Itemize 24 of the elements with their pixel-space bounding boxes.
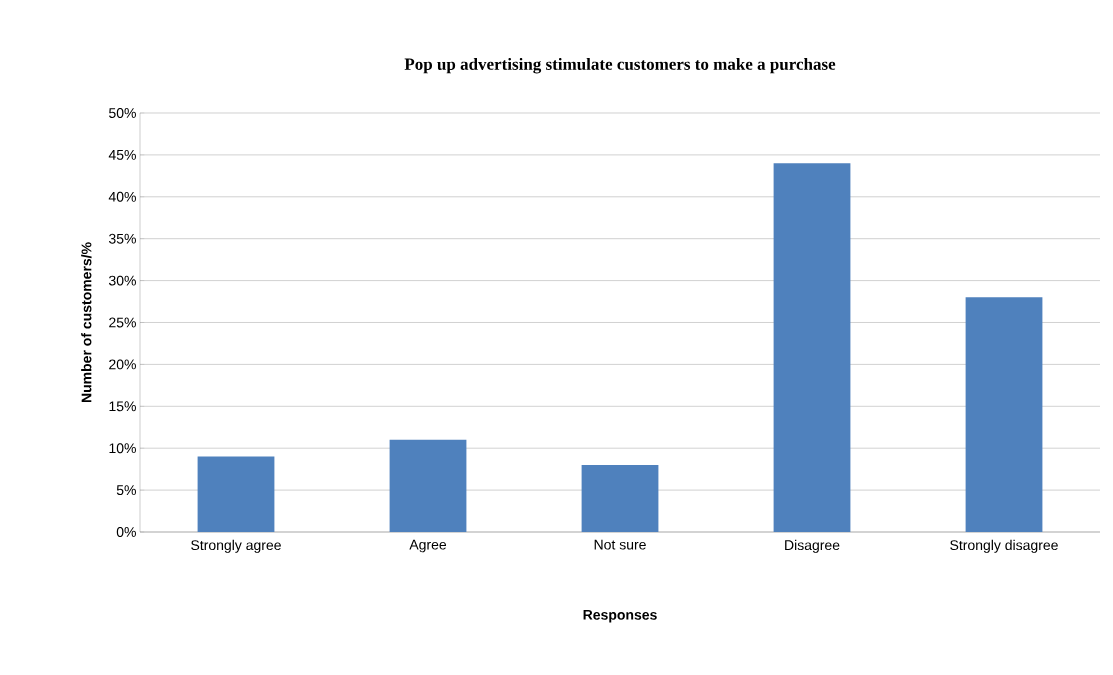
bar [197, 456, 275, 532]
y-axis-title: Number of customers/% [81, 242, 92, 403]
x-tick-label: Strongly agree [191, 539, 281, 553]
x-axis-title: Responses [583, 609, 657, 623]
x-tick-label: Agree [409, 539, 447, 553]
y-tick-label: 45% [108, 149, 136, 160]
y-tick-label: 20% [109, 359, 136, 370]
x-tick-label: Strongly disagree [950, 539, 1058, 553]
y-tick-label: 30% [108, 275, 136, 286]
bar [773, 163, 851, 532]
y-tick-label: 15% [109, 401, 136, 412]
bar [965, 297, 1043, 532]
y-tick-label: 25% [109, 317, 136, 328]
y-tick-label: 50% [109, 108, 136, 118]
x-tick-label: Disagree [785, 539, 840, 553]
y-tick-label: 10% [109, 443, 136, 454]
y-tick-label: 35% [108, 233, 136, 244]
y-tick-label: 5% [116, 485, 136, 496]
chart-title: Pop up advertising stimulate customers to make a purchase [404, 57, 836, 74]
bar [389, 439, 467, 532]
x-tick-label: Not sure [594, 539, 646, 550]
y-tick-label: 0% [116, 527, 136, 537]
y-tick-label: 40% [108, 191, 136, 202]
bar [581, 464, 659, 532]
